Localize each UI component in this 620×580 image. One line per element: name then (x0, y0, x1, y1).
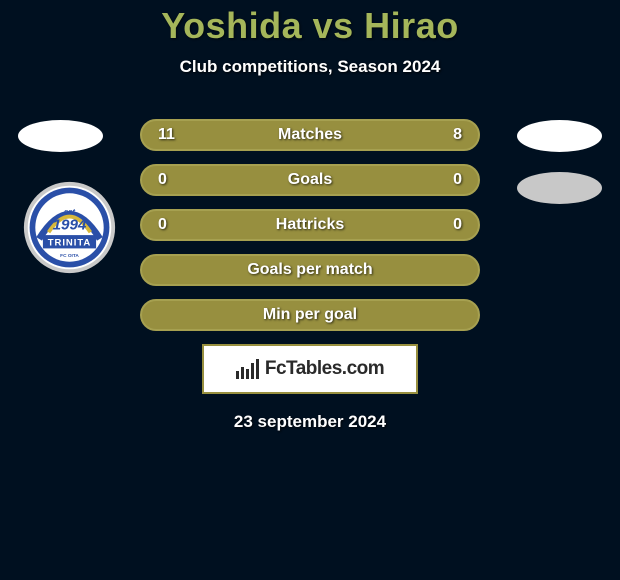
stat-label: Hattricks (276, 216, 344, 234)
stat-label: Matches (278, 126, 342, 144)
source-logo[interactable]: FcTables.com (202, 344, 418, 394)
stat-right-value: 8 (438, 126, 462, 144)
stat-row-goals-per-match: Goals per match (140, 254, 480, 286)
stat-row-hattricks: 0 Hattricks 0 (140, 209, 480, 241)
stat-right-value: 0 (438, 171, 462, 189)
source-logo-text: FcTables.com (265, 358, 384, 380)
stat-row-goals: 0 Goals 0 (140, 164, 480, 196)
badge-year-text: 1994 (53, 216, 87, 233)
stat-label: Min per goal (263, 306, 357, 324)
club-badge-left: est 1994 TRINITA FC OITA (22, 180, 117, 275)
badge-est-text: est (64, 207, 75, 216)
stat-right-value: 0 (438, 216, 462, 234)
page-title: Yoshida vs Hirao (0, 5, 620, 47)
badge-name-text: TRINITA (48, 238, 91, 249)
badge-footer-text: FC OITA (60, 253, 79, 259)
stat-label: Goals (288, 171, 332, 189)
stat-row-min-per-goal: Min per goal (140, 299, 480, 331)
stat-left-value: 0 (158, 171, 182, 189)
player-silhouette-right (517, 120, 602, 152)
stat-left-value: 0 (158, 216, 182, 234)
date-text: 23 september 2024 (0, 412, 620, 432)
bars-icon (236, 359, 259, 379)
subtitle: Club competitions, Season 2024 (0, 57, 620, 77)
stat-left-value: 11 (158, 126, 182, 144)
comparison-card: Yoshida vs Hirao Club competitions, Seas… (0, 0, 620, 432)
stat-label: Goals per match (247, 261, 372, 279)
club-placeholder-right (517, 172, 602, 204)
player-silhouette-left (18, 120, 103, 152)
stat-row-matches: 11 Matches 8 (140, 119, 480, 151)
